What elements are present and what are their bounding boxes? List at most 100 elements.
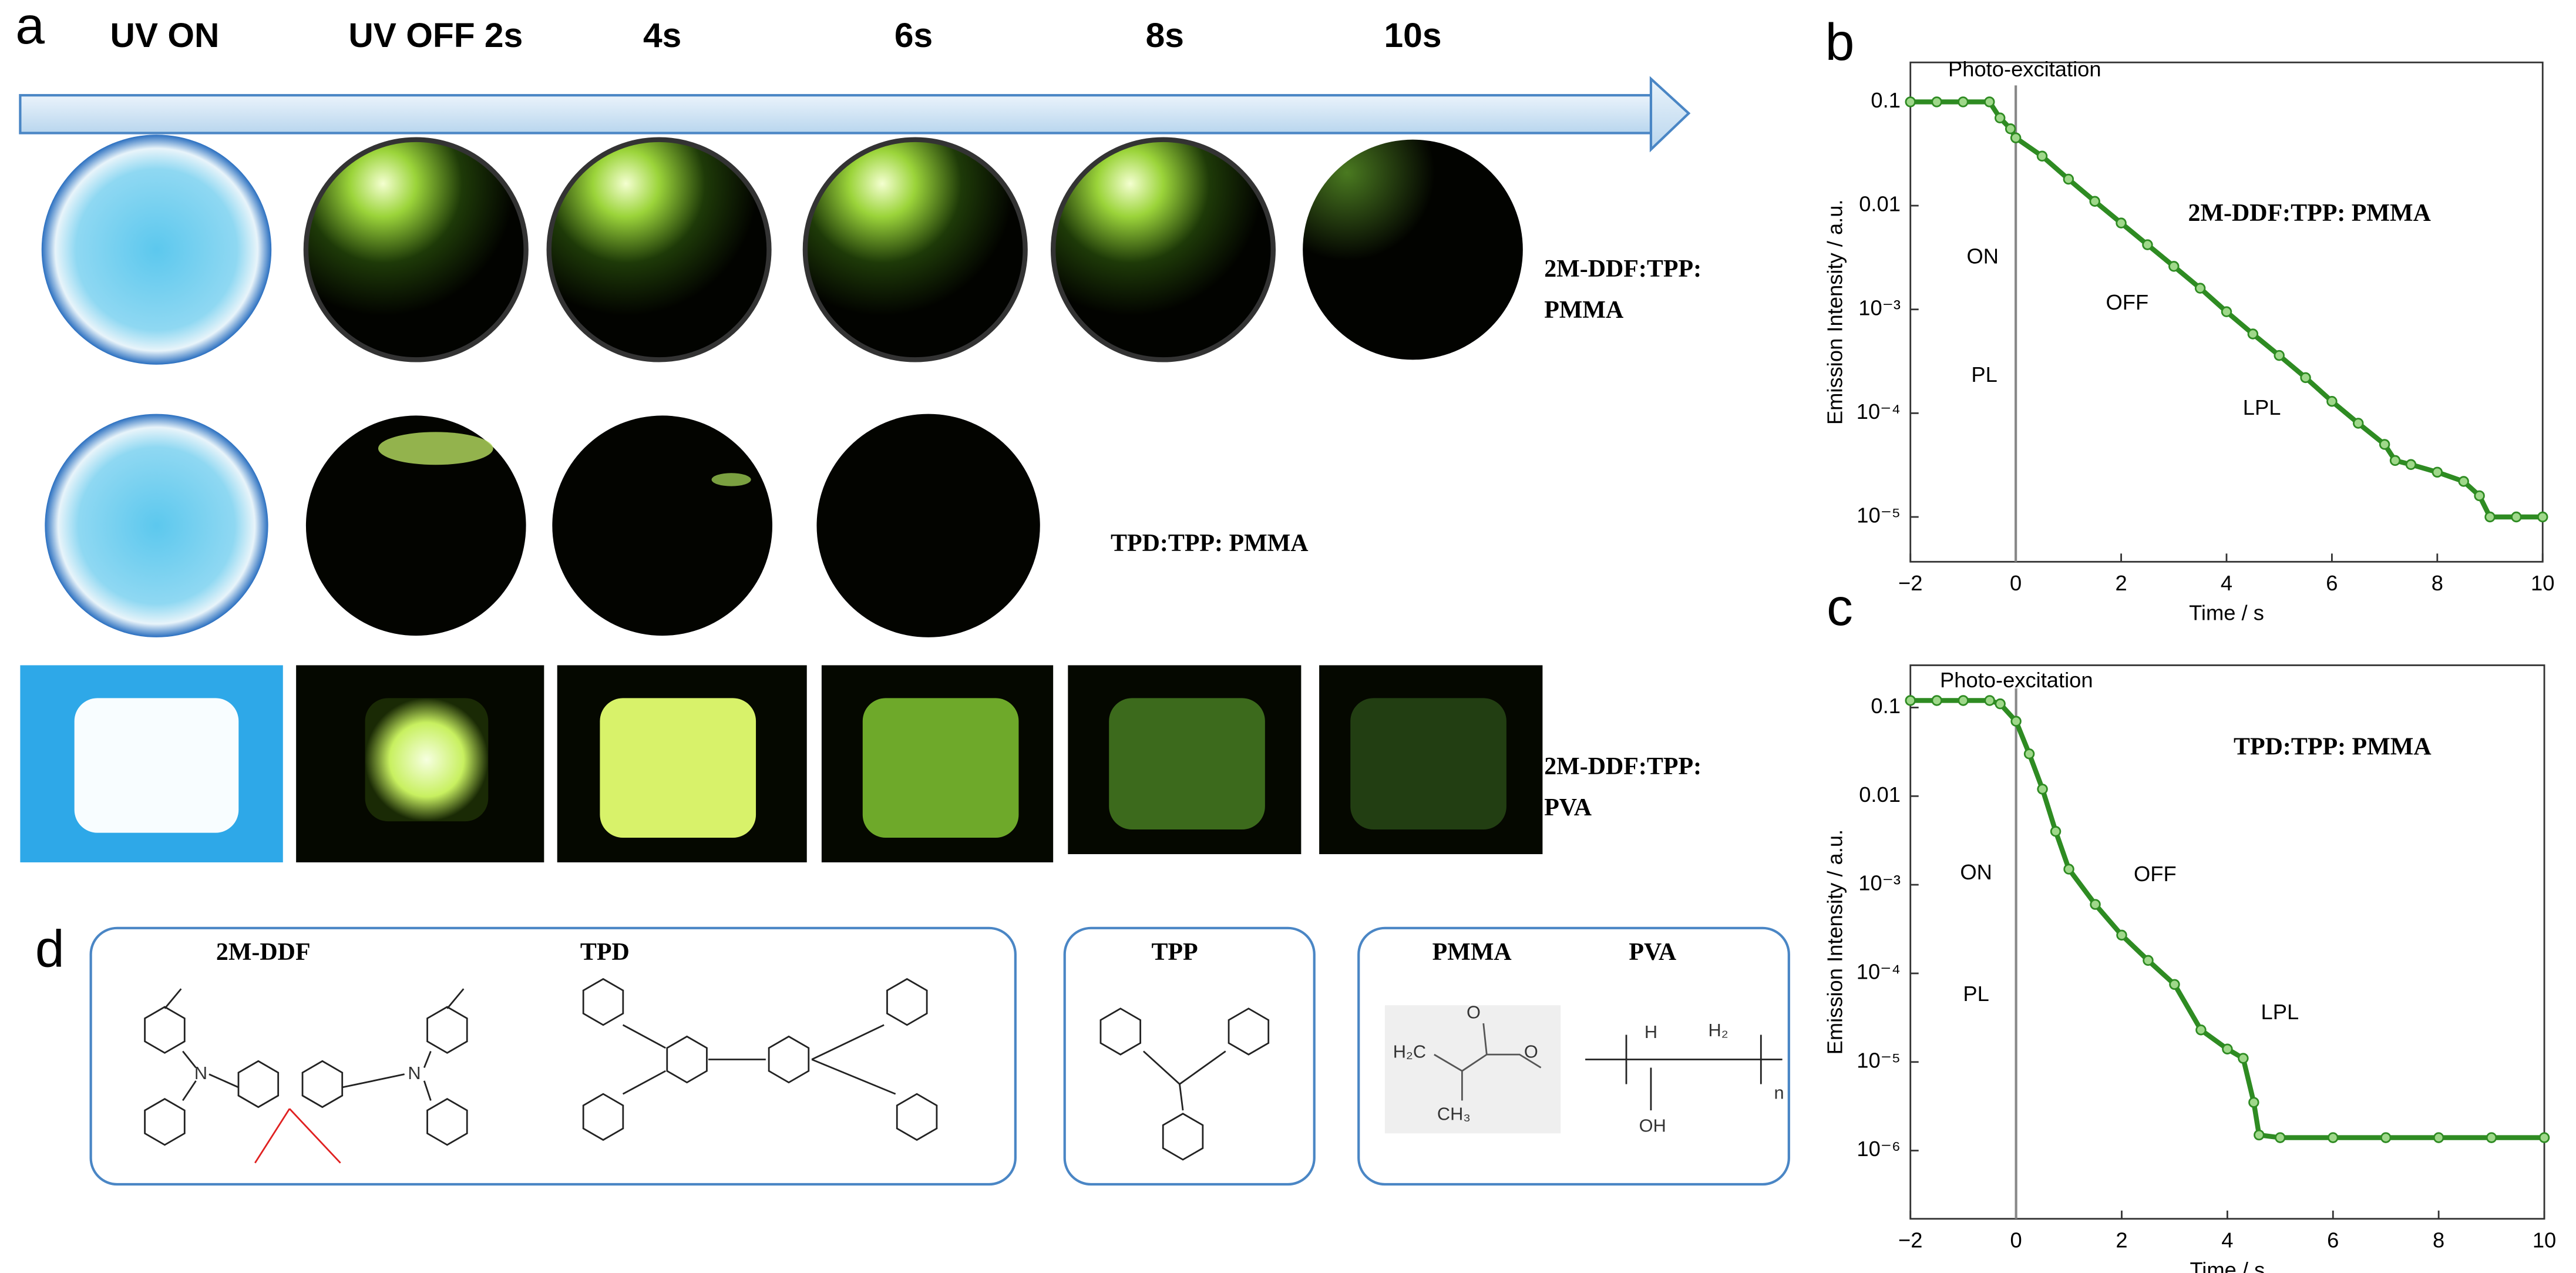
bond [182, 1080, 197, 1101]
data-point [1984, 96, 1995, 108]
data-point [2116, 217, 2127, 229]
data-point [2484, 511, 2496, 523]
time-label: UV ON [110, 16, 219, 55]
data-point [2433, 1132, 2444, 1143]
atom-label: O [1467, 1002, 1481, 1022]
data-point [2254, 1129, 2265, 1141]
x-tick-label: 8 [2432, 571, 2443, 595]
ring [1228, 1007, 1270, 1056]
data-point [1995, 698, 2006, 710]
y-tick-label: 10⁻⁵ [1857, 503, 1901, 528]
data-point [2221, 306, 2232, 317]
bond [1482, 1023, 1488, 1055]
bond [811, 1024, 885, 1060]
data-point [2169, 979, 2180, 990]
photo-glow [600, 698, 756, 838]
structure-box [1063, 926, 1316, 1186]
panel-label: b [1825, 12, 1855, 71]
y-tick-label: 10⁻⁶ [1857, 1137, 1901, 1161]
data-point [2247, 328, 2259, 340]
y-tick-label: 10⁻³ [1858, 871, 1901, 895]
photo-glow [74, 698, 239, 833]
annotation: Photo-excitation [1948, 57, 2101, 81]
annotation: LPL [2261, 1000, 2299, 1024]
panel-label: d [35, 919, 65, 978]
bond [446, 988, 465, 1009]
x-tick-label: 0 [2010, 571, 2022, 595]
y-tick-label: 0.01 [1859, 192, 1901, 216]
ring [237, 1060, 280, 1109]
y-tick-label: 10⁻⁴ [1857, 399, 1901, 424]
atom-label: H₂ [1709, 1020, 1728, 1040]
y-tick-label: 10⁻⁴ [1857, 960, 1901, 984]
data-point [1905, 695, 1916, 706]
data-point [2380, 1132, 2392, 1143]
y-tick-label: 10⁻⁵ [1857, 1048, 1901, 1072]
data-point [2537, 511, 2548, 523]
time-arrow [19, 76, 1691, 153]
sample-label: PMMA [1544, 297, 1623, 324]
photo [45, 414, 268, 637]
photo-glow [711, 473, 751, 486]
annotation: ON [1960, 860, 1992, 884]
time-label: 6s [894, 16, 933, 55]
data-point [2194, 283, 2206, 294]
photo-row [41, 135, 1523, 365]
structure-title: PVA [1629, 939, 1676, 966]
structure-title: 2M-DDF [216, 939, 311, 966]
ring [666, 1035, 708, 1084]
photo [552, 415, 773, 636]
data-point [2238, 1053, 2249, 1064]
data-point [2005, 123, 2016, 135]
atom-label: N [194, 1063, 207, 1083]
x-axis-label: Time / s [2190, 1258, 2265, 1273]
time-label: 8s [1146, 16, 1184, 55]
x-tick-label: 2 [2116, 1228, 2127, 1252]
annotation: PL [1963, 982, 1989, 1006]
photo [305, 415, 526, 636]
data-point [2168, 261, 2180, 272]
data-point [2432, 466, 2443, 478]
data-point [2511, 511, 2522, 523]
sample-label: TPD:TPP: PMMA [1111, 530, 1309, 557]
photo-glow [365, 698, 489, 822]
y-tick-label: 0.1 [1871, 88, 1901, 112]
data-point [2036, 150, 2048, 162]
sample-label: 2M-DDF:TPP: [1544, 256, 1701, 283]
series-label: TPD:TPP: PMMA [2234, 734, 2432, 761]
structure-background [1384, 1005, 1561, 1134]
data-point [2010, 716, 2022, 727]
ring [768, 1035, 810, 1084]
structure-title: TPD [580, 939, 630, 966]
ring [582, 1093, 624, 1141]
bond [164, 988, 182, 1009]
photo-glow [1350, 698, 1506, 830]
data-point [2195, 1025, 2207, 1036]
atom-label: N [408, 1063, 421, 1083]
data-point [2116, 929, 2127, 941]
annotation: Photo-excitation [1940, 668, 2093, 692]
atom-label: n [1774, 1082, 1784, 1103]
bond [622, 1024, 666, 1049]
data-point [2023, 748, 2035, 760]
photo [816, 414, 1040, 637]
data-point [2379, 439, 2390, 450]
sample-label: PVA [1544, 794, 1592, 821]
x-tick-label: 10 [2531, 571, 2554, 595]
data-point [2063, 173, 2074, 185]
ring [1162, 1113, 1204, 1161]
data-point [1958, 695, 1969, 706]
data-point [2037, 784, 2048, 795]
molecules [144, 978, 1783, 1164]
ring [301, 1060, 344, 1109]
data-point [2089, 196, 2100, 207]
bond [288, 1108, 341, 1164]
data-line [1910, 698, 2545, 1140]
panel-label: c [1827, 577, 1853, 636]
data-point [2353, 418, 2364, 429]
photo [802, 137, 1028, 362]
time-label: UV OFF 2s [348, 16, 523, 55]
x-tick-label: 2 [2115, 571, 2127, 595]
data-point [1984, 695, 1995, 706]
